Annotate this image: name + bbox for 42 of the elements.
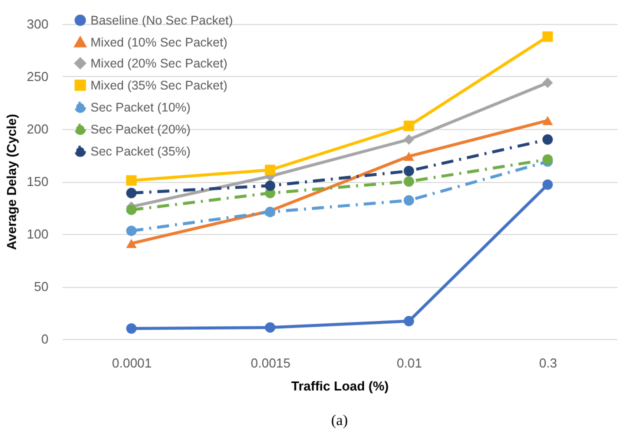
y-tick-label: 150 <box>26 174 48 189</box>
point <box>126 226 137 236</box>
point <box>542 116 553 126</box>
y-axis-title: Average Delay (Cycle) <box>4 114 19 250</box>
point <box>126 238 137 248</box>
point <box>542 31 553 42</box>
point <box>126 323 137 334</box>
legend-label: Mixed (20% Sec Packet) <box>90 56 228 70</box>
point <box>404 195 414 206</box>
point <box>542 179 553 190</box>
legend-label: Sec Packet (35%) <box>90 144 191 158</box>
legend-label: Mixed (10% Sec Packet) <box>90 35 228 50</box>
point <box>542 134 553 145</box>
y-tick-label: 100 <box>26 226 48 242</box>
y-tick-label: 200 <box>26 122 48 136</box>
point <box>404 166 414 176</box>
legend-label: Sec Packet (20%) <box>90 122 191 136</box>
y-tick-label: 250 <box>26 69 48 84</box>
point <box>264 322 276 333</box>
point <box>404 134 414 145</box>
x-tick-label: 0.0001 <box>112 356 152 370</box>
point <box>404 176 414 187</box>
legend-label: Mixed (35% Sec Packet) <box>90 78 228 92</box>
x-tick-label: 0.01 <box>396 356 422 370</box>
legend-label: Baseline (No Sec Packet) <box>90 13 233 28</box>
text: (a) <box>331 413 348 429</box>
point <box>542 78 553 88</box>
point <box>264 180 276 191</box>
point <box>126 204 137 216</box>
point <box>404 316 414 326</box>
x-tick-label: 0.3 <box>539 356 558 370</box>
point <box>126 175 137 186</box>
point <box>264 164 276 176</box>
y-tick-label: 300 <box>26 16 48 32</box>
y-tick-label: 0 <box>41 332 48 346</box>
y-tick-label: 50 <box>34 279 48 294</box>
x-tick-label: 0.0015 <box>250 356 291 370</box>
legend-label: Sec Packet (10%) <box>90 100 191 114</box>
x-axis-title: Traffic Load (%) <box>291 378 389 394</box>
point <box>404 152 414 161</box>
point <box>404 120 414 132</box>
point <box>126 188 137 198</box>
